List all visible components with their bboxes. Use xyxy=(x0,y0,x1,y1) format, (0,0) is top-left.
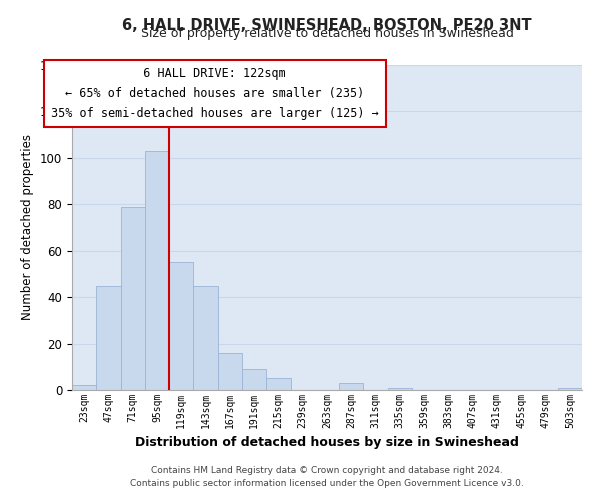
Bar xyxy=(218,353,242,390)
Bar xyxy=(72,386,96,390)
Text: Size of property relative to detached houses in Swineshead: Size of property relative to detached ho… xyxy=(140,28,514,40)
Bar xyxy=(145,151,169,390)
Bar xyxy=(558,388,582,390)
Text: 6 HALL DRIVE: 122sqm  
← 65% of detached houses are smaller (235)
35% of semi-de: 6 HALL DRIVE: 122sqm ← 65% of detached h… xyxy=(51,66,379,120)
Y-axis label: Number of detached properties: Number of detached properties xyxy=(22,134,34,320)
X-axis label: Distribution of detached houses by size in Swineshead: Distribution of detached houses by size … xyxy=(135,436,519,450)
Bar xyxy=(121,206,145,390)
Bar xyxy=(96,286,121,390)
Bar xyxy=(339,383,364,390)
Text: Contains HM Land Registry data © Crown copyright and database right 2024.
Contai: Contains HM Land Registry data © Crown c… xyxy=(130,466,524,487)
Bar xyxy=(388,388,412,390)
Text: 6, HALL DRIVE, SWINESHEAD, BOSTON, PE20 3NT: 6, HALL DRIVE, SWINESHEAD, BOSTON, PE20 … xyxy=(122,18,532,32)
Bar xyxy=(193,286,218,390)
Bar xyxy=(242,369,266,390)
Bar xyxy=(169,262,193,390)
Bar xyxy=(266,378,290,390)
